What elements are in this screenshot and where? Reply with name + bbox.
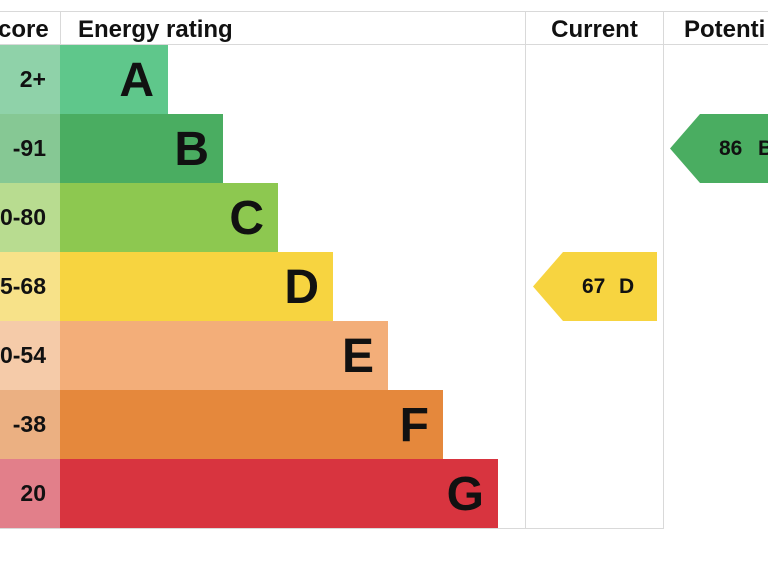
- current-arrow-shape: [533, 252, 657, 321]
- score-cell-d: 5-68: [0, 252, 60, 321]
- grid-divider-rating: [60, 11, 61, 45]
- grid-top-line: [0, 11, 768, 12]
- current-rating-indicator: 67 D: [533, 252, 657, 321]
- grid-divider-potential: [663, 11, 664, 529]
- band-g: G: [60, 459, 498, 528]
- score-range-c: 0-80: [0, 204, 46, 230]
- potential-rating-value: 86: [719, 137, 743, 160]
- band-letter-b: B: [174, 123, 209, 176]
- band-f: F: [60, 390, 443, 459]
- band-b: B: [60, 114, 223, 183]
- band-letter-a: A: [119, 54, 154, 107]
- header-score: core: [0, 16, 49, 43]
- grid-bottom-line: [0, 528, 663, 529]
- score-range-g: 20: [20, 480, 46, 506]
- potential-rating-indicator: 86 B: [670, 114, 768, 183]
- band-e: E: [60, 321, 388, 390]
- header-potential: Potenti: [684, 16, 766, 43]
- band-a: A: [60, 45, 168, 114]
- score-range-b: -91: [12, 135, 46, 161]
- current-rating-letter: D: [619, 275, 635, 298]
- band-letter-f: F: [399, 399, 429, 452]
- score-range-e: 0-54: [0, 342, 46, 368]
- band-letter-e: E: [341, 330, 374, 383]
- score-range-d: 5-68: [0, 273, 46, 299]
- score-cell-e: 0-54: [0, 321, 60, 390]
- score-cell-b: -91: [0, 114, 60, 183]
- band-letter-g: G: [446, 468, 484, 521]
- score-cell-f: -38: [0, 390, 60, 459]
- score-cell-c: 0-80: [0, 183, 60, 252]
- grid-divider-current: [525, 11, 526, 529]
- band-c: C: [60, 183, 278, 252]
- score-cell-g: 20: [0, 459, 60, 528]
- potential-arrow-shape: [670, 114, 768, 183]
- score-range-a: 2+: [19, 66, 46, 92]
- header-energy-rating: Energy rating: [78, 16, 233, 43]
- score-cell-a: 2+: [0, 45, 60, 114]
- current-rating-value: 67: [582, 275, 606, 298]
- potential-rating-letter: B: [758, 137, 768, 160]
- band-letter-c: C: [229, 192, 264, 245]
- score-range-f: -38: [12, 411, 46, 437]
- band-letter-d: D: [284, 261, 319, 314]
- grid-header-line: [0, 44, 768, 45]
- header-current: Current: [551, 16, 638, 43]
- band-d: D: [60, 252, 333, 321]
